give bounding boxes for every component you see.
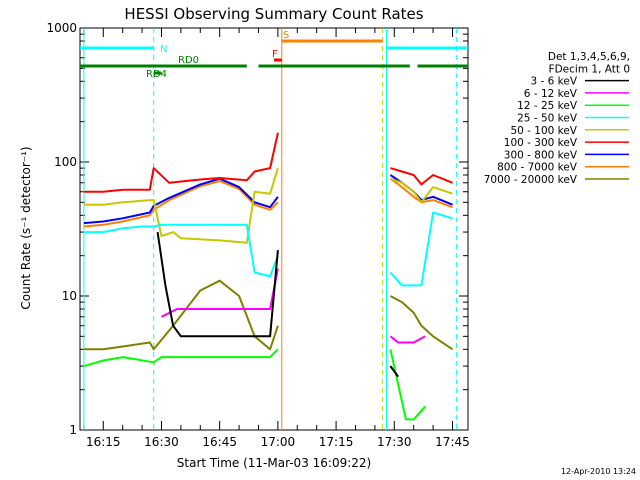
- legend-entry-label: 7000 - 20000 keV: [484, 174, 578, 186]
- series-line: [389, 211, 453, 287]
- legend-entry-label: 50 - 100 keV: [510, 125, 577, 137]
- x-tick-label: 17:30: [377, 435, 412, 449]
- flag-label-rd4: RD4: [146, 69, 167, 80]
- flag-label-f: F: [272, 49, 278, 60]
- series-line: [389, 349, 427, 421]
- series-line: [389, 335, 426, 344]
- plot-area: 1 10 100 1000 16:15 16:30 16:45 17:00 17:15 17:30…: [46, 21, 469, 449]
- legend-entry-label: 300 - 800 keV: [504, 149, 578, 161]
- y-tick-label: 1: [69, 423, 77, 437]
- series-line: [389, 365, 400, 378]
- chart-title: HESSI Observing Summary Count Rates: [124, 5, 423, 23]
- series-line: [389, 295, 454, 351]
- legend-entry-label: 100 - 300 keV: [504, 137, 578, 149]
- x-tick-label: 16:45: [202, 435, 237, 449]
- plot-frame: [79, 27, 469, 431]
- flag-label-n: N: [160, 44, 167, 55]
- legend-entry-label: 6 - 12 keV: [524, 88, 578, 100]
- legend-entry-label: 12 - 25 keV: [517, 100, 578, 112]
- flag-label-rd0: RD0: [178, 55, 199, 66]
- series-line: [83, 177, 279, 225]
- series-group: [83, 132, 454, 421]
- y-tick-label: 100: [54, 155, 77, 169]
- legend-title: FDecim 1, Att 0: [549, 63, 630, 75]
- legend-entry-label: 3 - 6 keV: [530, 76, 577, 88]
- y-axis-label: Count Rate (s⁻¹ detector⁻¹): [19, 146, 33, 309]
- flag-label-s: S: [283, 30, 289, 41]
- series-line: [390, 177, 453, 204]
- footer-timestamp: 12-Apr-2010 13:24: [561, 467, 636, 476]
- legend-entry-label: 800 - 7000 keV: [497, 162, 578, 174]
- x-tick-label: 16:30: [144, 435, 179, 449]
- x-tick-label: 17:15: [319, 435, 354, 449]
- y-tick-label: 10: [62, 289, 77, 303]
- legend-title: Det 1,3,4,5,6,9,: [548, 51, 630, 63]
- series-line: [83, 223, 279, 278]
- x-tick-label: 16:15: [86, 435, 121, 449]
- series-line: [161, 268, 279, 318]
- x-tick-label: 17:00: [261, 435, 296, 449]
- x-axis-label: Start Time (11-Mar-03 16:09:22): [177, 456, 371, 470]
- series-line: [156, 231, 279, 338]
- series-line: [83, 348, 279, 368]
- series-line: [390, 167, 453, 186]
- legend-entry-label: 25 - 50 keV: [517, 113, 578, 125]
- series-line: [83, 132, 279, 193]
- y-tick-label: 1000: [46, 21, 77, 35]
- series-line: [83, 167, 279, 244]
- legend: Det 1,3,4,5,6,9,FDecim 1, Att 03 - 6 keV…: [484, 51, 630, 186]
- series-line: [83, 180, 279, 228]
- series-line: [389, 177, 453, 209]
- x-tick-label: 17:45: [435, 435, 470, 449]
